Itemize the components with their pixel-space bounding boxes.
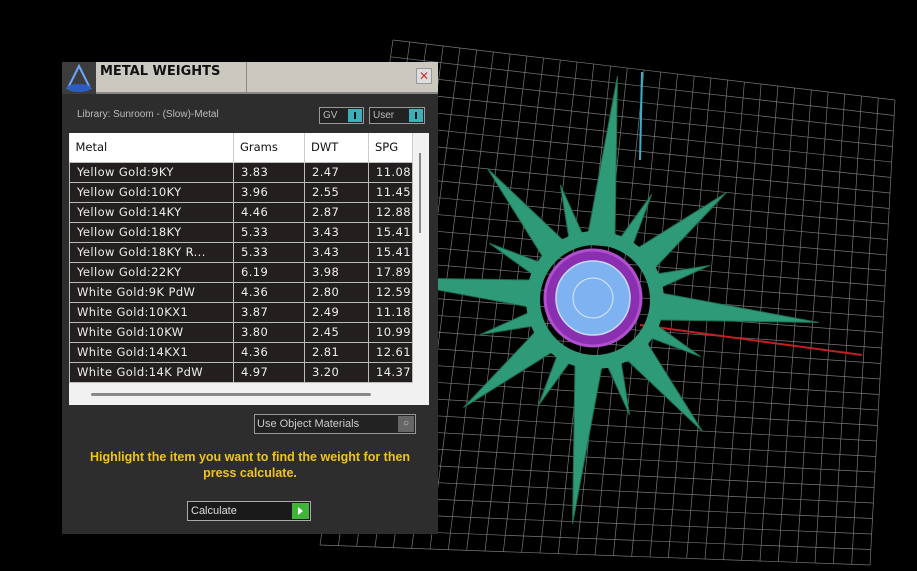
instruction-text: Highlight the item you want to find the …	[89, 450, 411, 480]
table-row[interactable]: Yellow Gold:18KY 5.33 3.43 15.41	[69, 221, 413, 243]
cell-dwt: 2.55	[304, 181, 369, 203]
cell-spg: 11.45	[368, 181, 413, 203]
table-row[interactable]: White Gold:9K PdW 4.36 2.80 12.59	[69, 281, 413, 303]
cell-grams: 3.96	[233, 181, 305, 203]
user-toggle[interactable]: User	[369, 107, 425, 124]
cell-grams: 3.80	[233, 321, 305, 343]
cell-spg: 17.89	[368, 261, 413, 283]
cell-dwt: 3.43	[304, 221, 369, 243]
cell-metal: Yellow Gold:10KY	[69, 181, 234, 203]
panel-titlebar[interactable]: METAL WEIGHTS ✕	[62, 62, 438, 94]
metal-table: Metal Grams DWT SPG Yellow Gold:9KY 3.83 2…	[69, 133, 429, 405]
cell-spg: 14.37	[368, 361, 413, 383]
cell-dwt: 3.98	[304, 261, 369, 283]
cell-metal: Yellow Gold:14KY	[69, 201, 234, 223]
play-arrow-icon	[292, 503, 309, 519]
cell-dwt: 2.45	[304, 321, 369, 343]
cell-metal: Yellow Gold:18KY R...	[69, 241, 234, 263]
cell-grams: 3.87	[233, 301, 305, 323]
cell-metal: White Gold:9K PdW	[69, 281, 234, 303]
use-object-materials-label: Use Object Materials	[257, 418, 360, 430]
table-row[interactable]: White Gold:10KX1 3.87 2.49 11.18	[69, 301, 413, 323]
user-toggle-label: User	[373, 110, 395, 121]
cell-dwt: 3.43	[304, 241, 369, 263]
table-row[interactable]: Yellow Gold:18KY R... 5.33 3.43 15.41	[69, 241, 413, 263]
cell-spg: 12.61	[368, 341, 413, 363]
use-object-materials-toggle[interactable]: Use Object Materials ○	[254, 414, 416, 434]
cell-metal: Yellow Gold:9KY	[69, 161, 234, 183]
table-row[interactable]: White Gold:14K PdW 4.97 3.20 14.37	[69, 361, 413, 383]
toggle-knob-icon	[409, 109, 423, 122]
cell-grams: 5.33	[233, 241, 305, 263]
cell-metal: Yellow Gold:22KY	[69, 261, 234, 283]
table-header: Metal Grams DWT SPG	[69, 133, 413, 162]
library-label: Library: Sunroom - (Slow)-Metal	[77, 109, 219, 120]
calculate-button[interactable]: Calculate	[187, 501, 311, 521]
y-axis-line	[639, 71, 643, 161]
cell-grams: 6.19	[233, 261, 305, 283]
cell-dwt: 2.49	[304, 301, 369, 323]
column-header-spg[interactable]: SPG	[368, 133, 413, 162]
x-axis-line	[639, 324, 863, 356]
table-row[interactable]: Yellow Gold:10KY 3.96 2.55 11.45	[69, 181, 413, 203]
column-header-grams[interactable]: Grams	[233, 133, 305, 162]
calculate-label: Calculate	[191, 505, 237, 517]
cell-metal: White Gold:14K PdW	[69, 361, 234, 383]
table-row[interactable]: White Gold:14KX1 4.36 2.81 12.61	[69, 341, 413, 363]
cell-spg: 11.18	[368, 301, 413, 323]
radio-icon: ○	[398, 416, 414, 432]
cell-grams: 4.97	[233, 361, 305, 383]
cell-dwt: 2.81	[304, 341, 369, 363]
scale-logo-icon	[62, 62, 96, 94]
close-icon[interactable]: ✕	[416, 68, 432, 84]
cell-spg: 12.59	[368, 281, 413, 303]
gemstone	[555, 260, 631, 336]
ring-band	[526, 231, 664, 369]
table-row[interactable]: Yellow Gold:9KY 3.83 2.47 11.08	[69, 161, 413, 183]
star-ray	[586, 76, 618, 243]
table-row[interactable]: White Gold:10KW 3.80 2.45 10.99	[69, 321, 413, 343]
cell-dwt: 2.80	[304, 281, 369, 303]
cell-metal: White Gold:10KX1	[69, 301, 234, 323]
cell-grams: 4.36	[233, 281, 305, 303]
toggle-knob-icon	[348, 109, 362, 122]
cell-grams: 5.33	[233, 221, 305, 243]
metal-weights-panel: METAL WEIGHTS ✕ Library: Sunroom - (Slow…	[62, 62, 438, 534]
cell-spg: 10.99	[368, 321, 413, 343]
cell-spg: 11.08	[368, 161, 413, 183]
table-row[interactable]: Yellow Gold:22KY 6.19 3.98 17.89	[69, 261, 413, 283]
table-row[interactable]: Yellow Gold:14KY 4.46 2.87 12.88	[69, 201, 413, 223]
gemstone-table	[572, 277, 614, 319]
title-divider	[246, 62, 247, 94]
column-header-metal[interactable]: Metal	[69, 133, 234, 162]
gv-toggle[interactable]: GV	[319, 107, 364, 124]
cell-metal: White Gold:10KW	[69, 321, 234, 343]
cell-grams: 4.46	[233, 201, 305, 223]
horizontal-scrollbar[interactable]	[91, 393, 371, 396]
cell-spg: 15.41	[368, 241, 413, 263]
vertical-scrollbar[interactable]	[419, 153, 421, 233]
gv-toggle-label: GV	[323, 110, 338, 121]
cell-metal: Yellow Gold:18KY	[69, 221, 234, 243]
cell-spg: 12.88	[368, 201, 413, 223]
cell-grams: 4.36	[233, 341, 305, 363]
cell-dwt: 2.47	[304, 161, 369, 183]
cell-dwt: 3.20	[304, 361, 369, 383]
cell-spg: 15.41	[368, 221, 413, 243]
star-ray	[652, 291, 819, 323]
cell-metal: White Gold:14KX1	[69, 341, 234, 363]
cell-dwt: 2.87	[304, 201, 369, 223]
column-header-dwt[interactable]: DWT	[304, 133, 369, 162]
cell-grams: 3.83	[233, 161, 305, 183]
panel-title: METAL WEIGHTS	[100, 64, 221, 79]
